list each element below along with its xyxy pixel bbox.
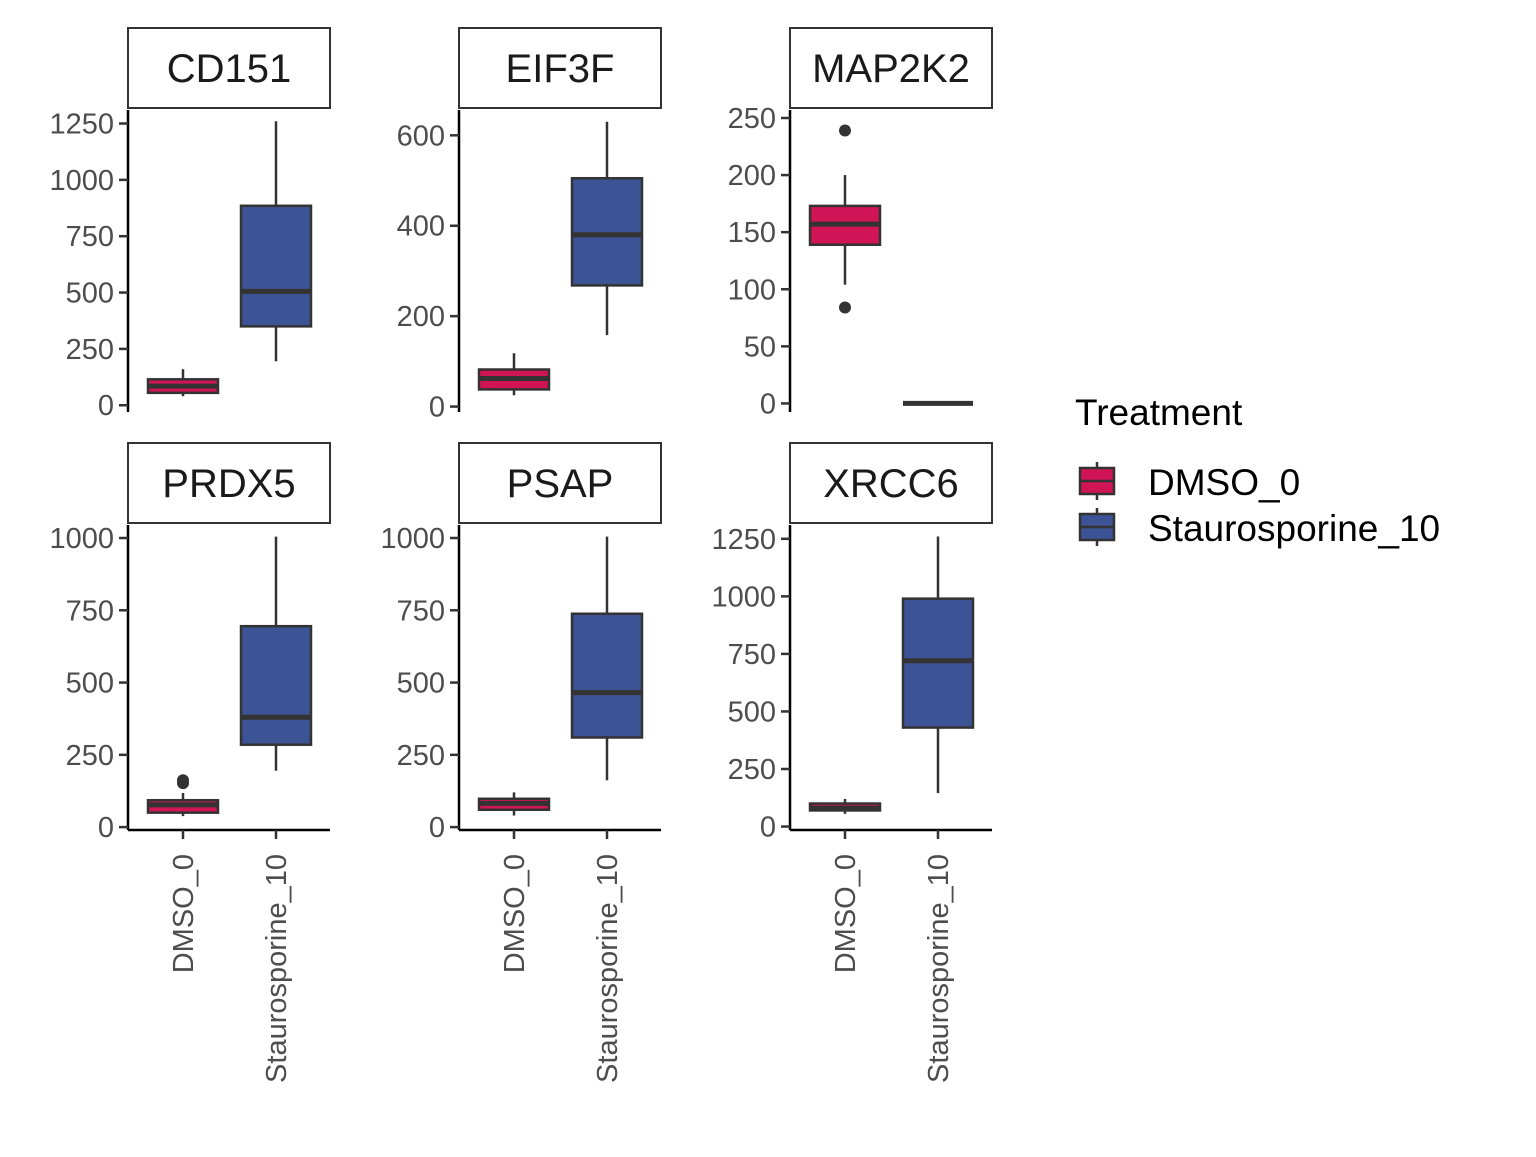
facet-title: CD151: [167, 47, 292, 91]
y-tick-label: 1250: [711, 524, 776, 556]
outlier-point: [839, 301, 851, 314]
y-tick-label: 400: [397, 211, 445, 243]
y-tick-label: 250: [728, 103, 776, 135]
y-tick-label: 500: [66, 668, 114, 700]
y-tick-label: 100: [728, 274, 776, 306]
x-tick-label: Staurosporine_10: [261, 854, 293, 1083]
y-tick-label: 500: [66, 278, 114, 310]
y-tick-label: 600: [397, 120, 445, 152]
facet-panel-xrcc6: XRCC6 0 250 500 750 1000 1250 DMSO_0 Staurospori…: [711, 442, 993, 1083]
box-body: [570, 612, 644, 739]
box-staurosporine_10: [901, 536, 975, 794]
y-tick-label: 0: [98, 812, 114, 844]
y-tick-label: 0: [429, 392, 445, 424]
facet-strip: [458, 442, 662, 524]
y-tick-label: 250: [728, 754, 776, 786]
box-body: [239, 624, 313, 746]
y-tick-label: 0: [429, 812, 445, 844]
outlier-point: [839, 124, 851, 137]
legend-title: Treatment: [1075, 392, 1243, 433]
y-tick-label: 1000: [49, 523, 114, 555]
facet-strip: [127, 27, 331, 109]
box-staurosporine_10: [570, 536, 644, 781]
y-tick-label: 750: [397, 595, 445, 627]
facet-strip: [789, 27, 993, 109]
y-tick-label: 0: [760, 812, 776, 844]
box-dmso_0: [477, 353, 551, 396]
legend-item-staurosporine: Staurosporine_10: [1078, 508, 1440, 549]
x-tick-label: Staurosporine_10: [923, 854, 955, 1083]
facet-strip: [127, 442, 331, 524]
y-tick-label: 1250: [49, 109, 114, 141]
facet-panel-psap: PSAP 0 250 500 750 1000 DMSO_0 Staurosporine_10: [380, 442, 662, 1083]
facet-title: XRCC6: [823, 462, 959, 506]
facet-panel-cd151: CD151 0 250 500 750 1000 1250: [49, 27, 331, 422]
y-tick-label: 0: [760, 388, 776, 420]
box-dmso_0: [808, 798, 882, 814]
facet-panel-eif3f: EIF3F 0 200 400 600: [397, 27, 662, 424]
y-tick-label: 500: [397, 668, 445, 700]
y-tick-label: 200: [728, 160, 776, 192]
facet-title: PSAP: [507, 462, 614, 506]
legend-label-dmso: DMSO_0: [1148, 462, 1300, 503]
y-tick-label: 50: [744, 331, 776, 363]
y-tick-label: 750: [728, 639, 776, 671]
box-staurosporine_10: [239, 536, 313, 771]
legend-item-dmso: DMSO_0: [1078, 462, 1300, 503]
y-tick-label: 1000: [380, 523, 445, 555]
y-tick-label: 750: [66, 221, 114, 253]
facet-strip: [789, 442, 993, 524]
facet-strip: [458, 27, 662, 109]
facet-title: MAP2K2: [812, 47, 970, 91]
facet-panels: CD151025050075010001250EIF3F0200400600MA…: [49, 27, 993, 1083]
facet-panel-map2k2: MAP2K2 0 50 100 150 200 250: [728, 27, 993, 420]
y-tick-label: 750: [66, 595, 114, 627]
x-tick-label: DMSO_0: [168, 854, 200, 973]
facet-title: EIF3F: [506, 47, 615, 91]
box-body: [239, 204, 313, 328]
box-body: [570, 177, 644, 287]
box-dmso_0: [146, 369, 220, 397]
y-tick-label: 250: [397, 740, 445, 772]
legend: Treatment DMSO_0 Staurosporine_10: [1075, 392, 1440, 549]
box-dmso_0: [808, 124, 882, 314]
x-tick-label: DMSO_0: [499, 854, 531, 973]
y-tick-label: 150: [728, 217, 776, 249]
y-tick-label: 500: [728, 696, 776, 728]
box-staurosporine_10: [570, 121, 644, 336]
legend-label-staurosporine: Staurosporine_10: [1148, 508, 1440, 549]
facet-title: PRDX5: [162, 462, 295, 506]
x-tick-label: DMSO_0: [830, 854, 862, 973]
box-dmso_0: [146, 774, 220, 817]
facet-panel-prdx5: PRDX5 0 250 500 750 1000 DMSO_0 Staurosporine_1…: [49, 442, 331, 1083]
y-tick-label: 0: [98, 390, 114, 422]
y-tick-label: 250: [66, 740, 114, 772]
outlier-point: [177, 774, 189, 787]
y-tick-label: 1000: [49, 165, 114, 197]
box-dmso_0: [477, 792, 551, 816]
y-tick-label: 1000: [711, 581, 776, 613]
box-staurosporine_10: [239, 121, 313, 362]
y-tick-label: 250: [66, 334, 114, 366]
y-tick-label: 200: [397, 301, 445, 333]
x-tick-label: Staurosporine_10: [592, 854, 624, 1083]
